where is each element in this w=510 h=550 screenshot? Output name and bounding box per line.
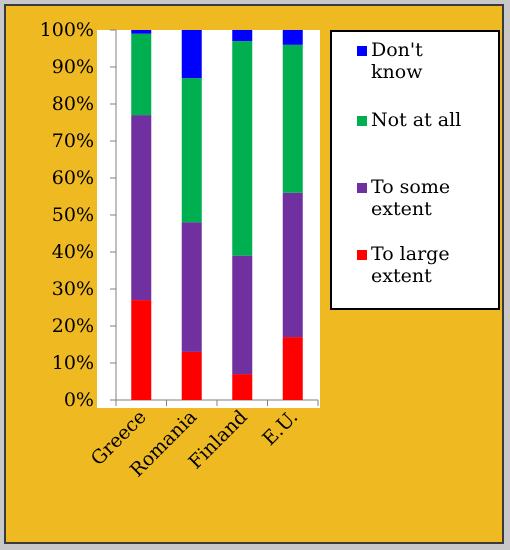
category-label: E.U. — [258, 406, 302, 450]
bar-segment — [181, 222, 202, 352]
legend-label: Don't — [371, 39, 423, 61]
bar-segment — [232, 255, 253, 375]
y-tick-label: 50% — [52, 204, 94, 226]
legend-label: To large — [371, 243, 450, 265]
y-tick-label: 10% — [52, 352, 94, 374]
bar-segment — [232, 30, 253, 42]
y-tick-label: 0% — [64, 389, 94, 411]
legend-swatch — [357, 183, 367, 193]
bar-segment — [181, 351, 202, 400]
bar-segment — [282, 44, 303, 193]
bar-segment — [131, 33, 152, 116]
bar-segment — [282, 30, 303, 45]
y-tick-label: 60% — [52, 167, 94, 189]
y-tick-label: 40% — [52, 241, 94, 263]
bar-segment — [232, 374, 253, 400]
legend-swatch — [357, 46, 367, 56]
legend-swatch — [357, 250, 367, 260]
bar-segment — [232, 41, 253, 256]
bar-segment — [282, 192, 303, 338]
y-tick-label: 80% — [52, 93, 94, 115]
legend-label: know — [371, 61, 423, 83]
y-tick-label: 100% — [40, 19, 94, 41]
bar-segment — [181, 30, 202, 79]
legend-swatch — [357, 116, 367, 126]
y-tick-label: 70% — [52, 130, 94, 152]
legend-box — [330, 30, 500, 310]
bar-segment — [131, 30, 152, 34]
y-tick-label: 90% — [52, 56, 94, 78]
bar-segment — [131, 115, 152, 301]
bar-segment — [282, 337, 303, 400]
legend-label: To some — [371, 176, 450, 198]
bar-segment — [131, 300, 152, 400]
bar-segment — [181, 78, 202, 223]
y-tick-label: 20% — [52, 315, 94, 337]
legend-label: extent — [371, 198, 432, 220]
legend-label: extent — [371, 265, 432, 287]
legend-label: Not at all — [371, 109, 461, 131]
y-tick-label: 30% — [52, 278, 94, 300]
